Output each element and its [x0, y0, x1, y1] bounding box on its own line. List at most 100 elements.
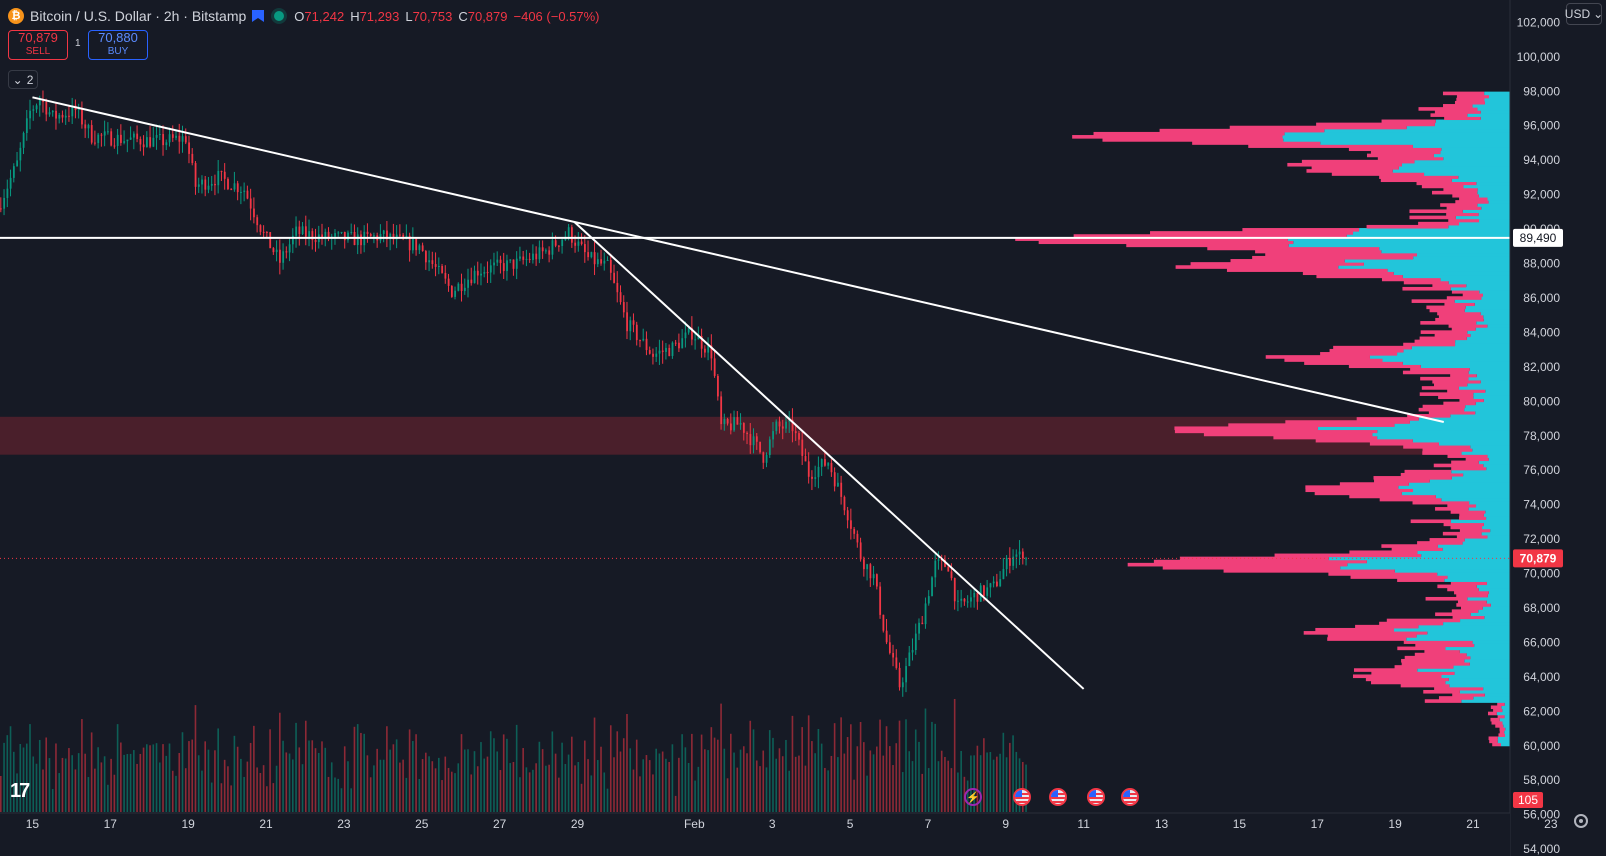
- profile-bar-up: [1484, 97, 1510, 102]
- tradingview-logo-icon[interactable]: 17: [10, 780, 30, 802]
- us-flag-icon[interactable]: [1087, 788, 1105, 806]
- volume-profile: [1015, 91, 1510, 747]
- profile-bar-down: [1444, 116, 1481, 121]
- volume-bar: [863, 742, 865, 812]
- profile-bar-up: [1488, 94, 1510, 99]
- profile-bar-down: [1274, 553, 1422, 558]
- volume-bar: [707, 750, 709, 812]
- candle-body: [463, 287, 466, 292]
- profile-bar-up: [1481, 206, 1510, 210]
- y-tick-label: 102,000: [1517, 15, 1561, 29]
- y-tick-label: 72,000: [1523, 532, 1560, 546]
- lightning-icon[interactable]: ⚡: [964, 788, 982, 806]
- volume-bar: [888, 746, 891, 812]
- profile-bar-up: [1416, 634, 1510, 638]
- volume-bar: [914, 729, 917, 812]
- candle-body: [22, 133, 25, 148]
- candle-body: [554, 240, 557, 246]
- candle-body: [1022, 551, 1024, 559]
- candle-body: [146, 137, 148, 148]
- volume-bar: [68, 748, 70, 812]
- candle-body: [360, 234, 362, 246]
- sell-button[interactable]: 70,879 SELL: [8, 30, 68, 60]
- volume-bar: [746, 753, 748, 812]
- candle-body: [678, 342, 680, 349]
- candle-body: [340, 231, 343, 233]
- candle-body: [236, 183, 239, 193]
- profile-bar-down: [1265, 252, 1417, 257]
- profile-bar-up: [1466, 336, 1510, 341]
- profile-bar-down: [1446, 206, 1482, 210]
- candle-body: [165, 142, 168, 146]
- chevron-down-icon: ⌄: [12, 72, 23, 87]
- candle-body: [373, 235, 375, 237]
- volume-bar: [824, 767, 826, 812]
- level-price-badge: [1513, 228, 1563, 247]
- candle-body: [931, 577, 933, 597]
- volume-bar: [571, 736, 573, 812]
- profile-bar-down: [1320, 352, 1398, 356]
- candle-body: [950, 571, 953, 579]
- profile-bar-up: [1442, 547, 1510, 551]
- indicators-toggle-button[interactable]: ⌄ 2: [8, 70, 38, 89]
- volume-bar: [742, 746, 745, 812]
- volume-bar: [548, 764, 550, 812]
- volume-bar: [389, 749, 391, 812]
- volume-bar: [158, 762, 161, 812]
- symbol-title[interactable]: Bitcoin / U.S. Dollar · 2h · Bitstamp: [30, 8, 247, 24]
- candle-body: [457, 283, 460, 291]
- candle-body: [710, 345, 713, 359]
- market-status-icon[interactable]: [274, 11, 285, 21]
- volume-bar: [830, 755, 833, 812]
- candle-body: [369, 233, 372, 237]
- us-flag-icon[interactable]: [1121, 788, 1139, 806]
- settings-gear-icon[interactable]: [1574, 814, 1588, 828]
- candle-body: [639, 340, 641, 342]
- profile-bar-down: [1223, 569, 1395, 573]
- volume-bar: [587, 759, 589, 812]
- candle-body: [723, 419, 726, 425]
- candle-body: [827, 462, 830, 466]
- profile-bar-up: [1475, 327, 1510, 331]
- candle-body: [788, 419, 791, 422]
- candle-body: [324, 231, 327, 238]
- volume-bar: [898, 720, 901, 812]
- candle-body: [12, 166, 15, 178]
- us-flag-icon[interactable]: [1049, 788, 1067, 806]
- profile-bar-down: [1265, 355, 1370, 359]
- candle-body: [149, 137, 152, 147]
- buy-button[interactable]: 70,880 BUY: [88, 30, 148, 60]
- profile-bar-down: [1366, 224, 1449, 229]
- volume-bar: [723, 748, 726, 812]
- candle-body: [918, 622, 920, 634]
- volume-bar: [538, 741, 541, 812]
- x-tick-label: 19: [1388, 817, 1402, 831]
- profile-bar-down: [1315, 627, 1395, 632]
- volume-bar: [674, 795, 677, 812]
- y-tick-label: 56,000: [1523, 808, 1560, 822]
- flag-icon[interactable]: [252, 10, 265, 22]
- profile-bar-down: [1446, 296, 1482, 300]
- volume-bar: [133, 750, 135, 812]
- volume-bar: [181, 732, 184, 812]
- volume-bar: [713, 737, 716, 812]
- profile-bar-down: [1350, 575, 1448, 579]
- volume-bar: [405, 777, 408, 812]
- profile-bar-down: [1421, 386, 1459, 390]
- volume-bar: [334, 777, 336, 812]
- profile-bar-up: [1473, 392, 1510, 396]
- candle-body: [661, 350, 664, 352]
- candle-body: [957, 600, 959, 602]
- x-tick-label: 7: [925, 817, 932, 831]
- candle-body: [674, 342, 677, 344]
- profile-bar-down: [1437, 584, 1477, 589]
- profile-bar-up: [1381, 249, 1510, 254]
- candle-body: [762, 452, 765, 463]
- profile-bar-down: [1443, 104, 1473, 108]
- profile-bar-down: [1327, 634, 1417, 638]
- currency-select[interactable]: USD ⌄: [1565, 3, 1603, 25]
- us-flag-icon[interactable]: [1013, 788, 1031, 806]
- x-tick-label: 19: [181, 817, 195, 831]
- candle-body: [90, 125, 93, 143]
